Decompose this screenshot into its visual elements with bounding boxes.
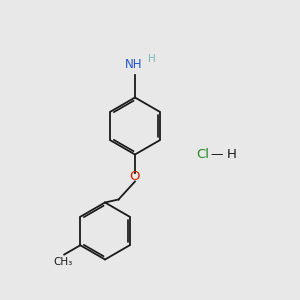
Text: —: — xyxy=(210,148,223,161)
Text: O: O xyxy=(130,169,140,183)
Text: CH₃: CH₃ xyxy=(53,257,72,267)
Text: H: H xyxy=(148,55,155,64)
Text: NH: NH xyxy=(125,58,142,71)
Text: Cl: Cl xyxy=(196,148,209,161)
Text: H: H xyxy=(226,148,236,161)
